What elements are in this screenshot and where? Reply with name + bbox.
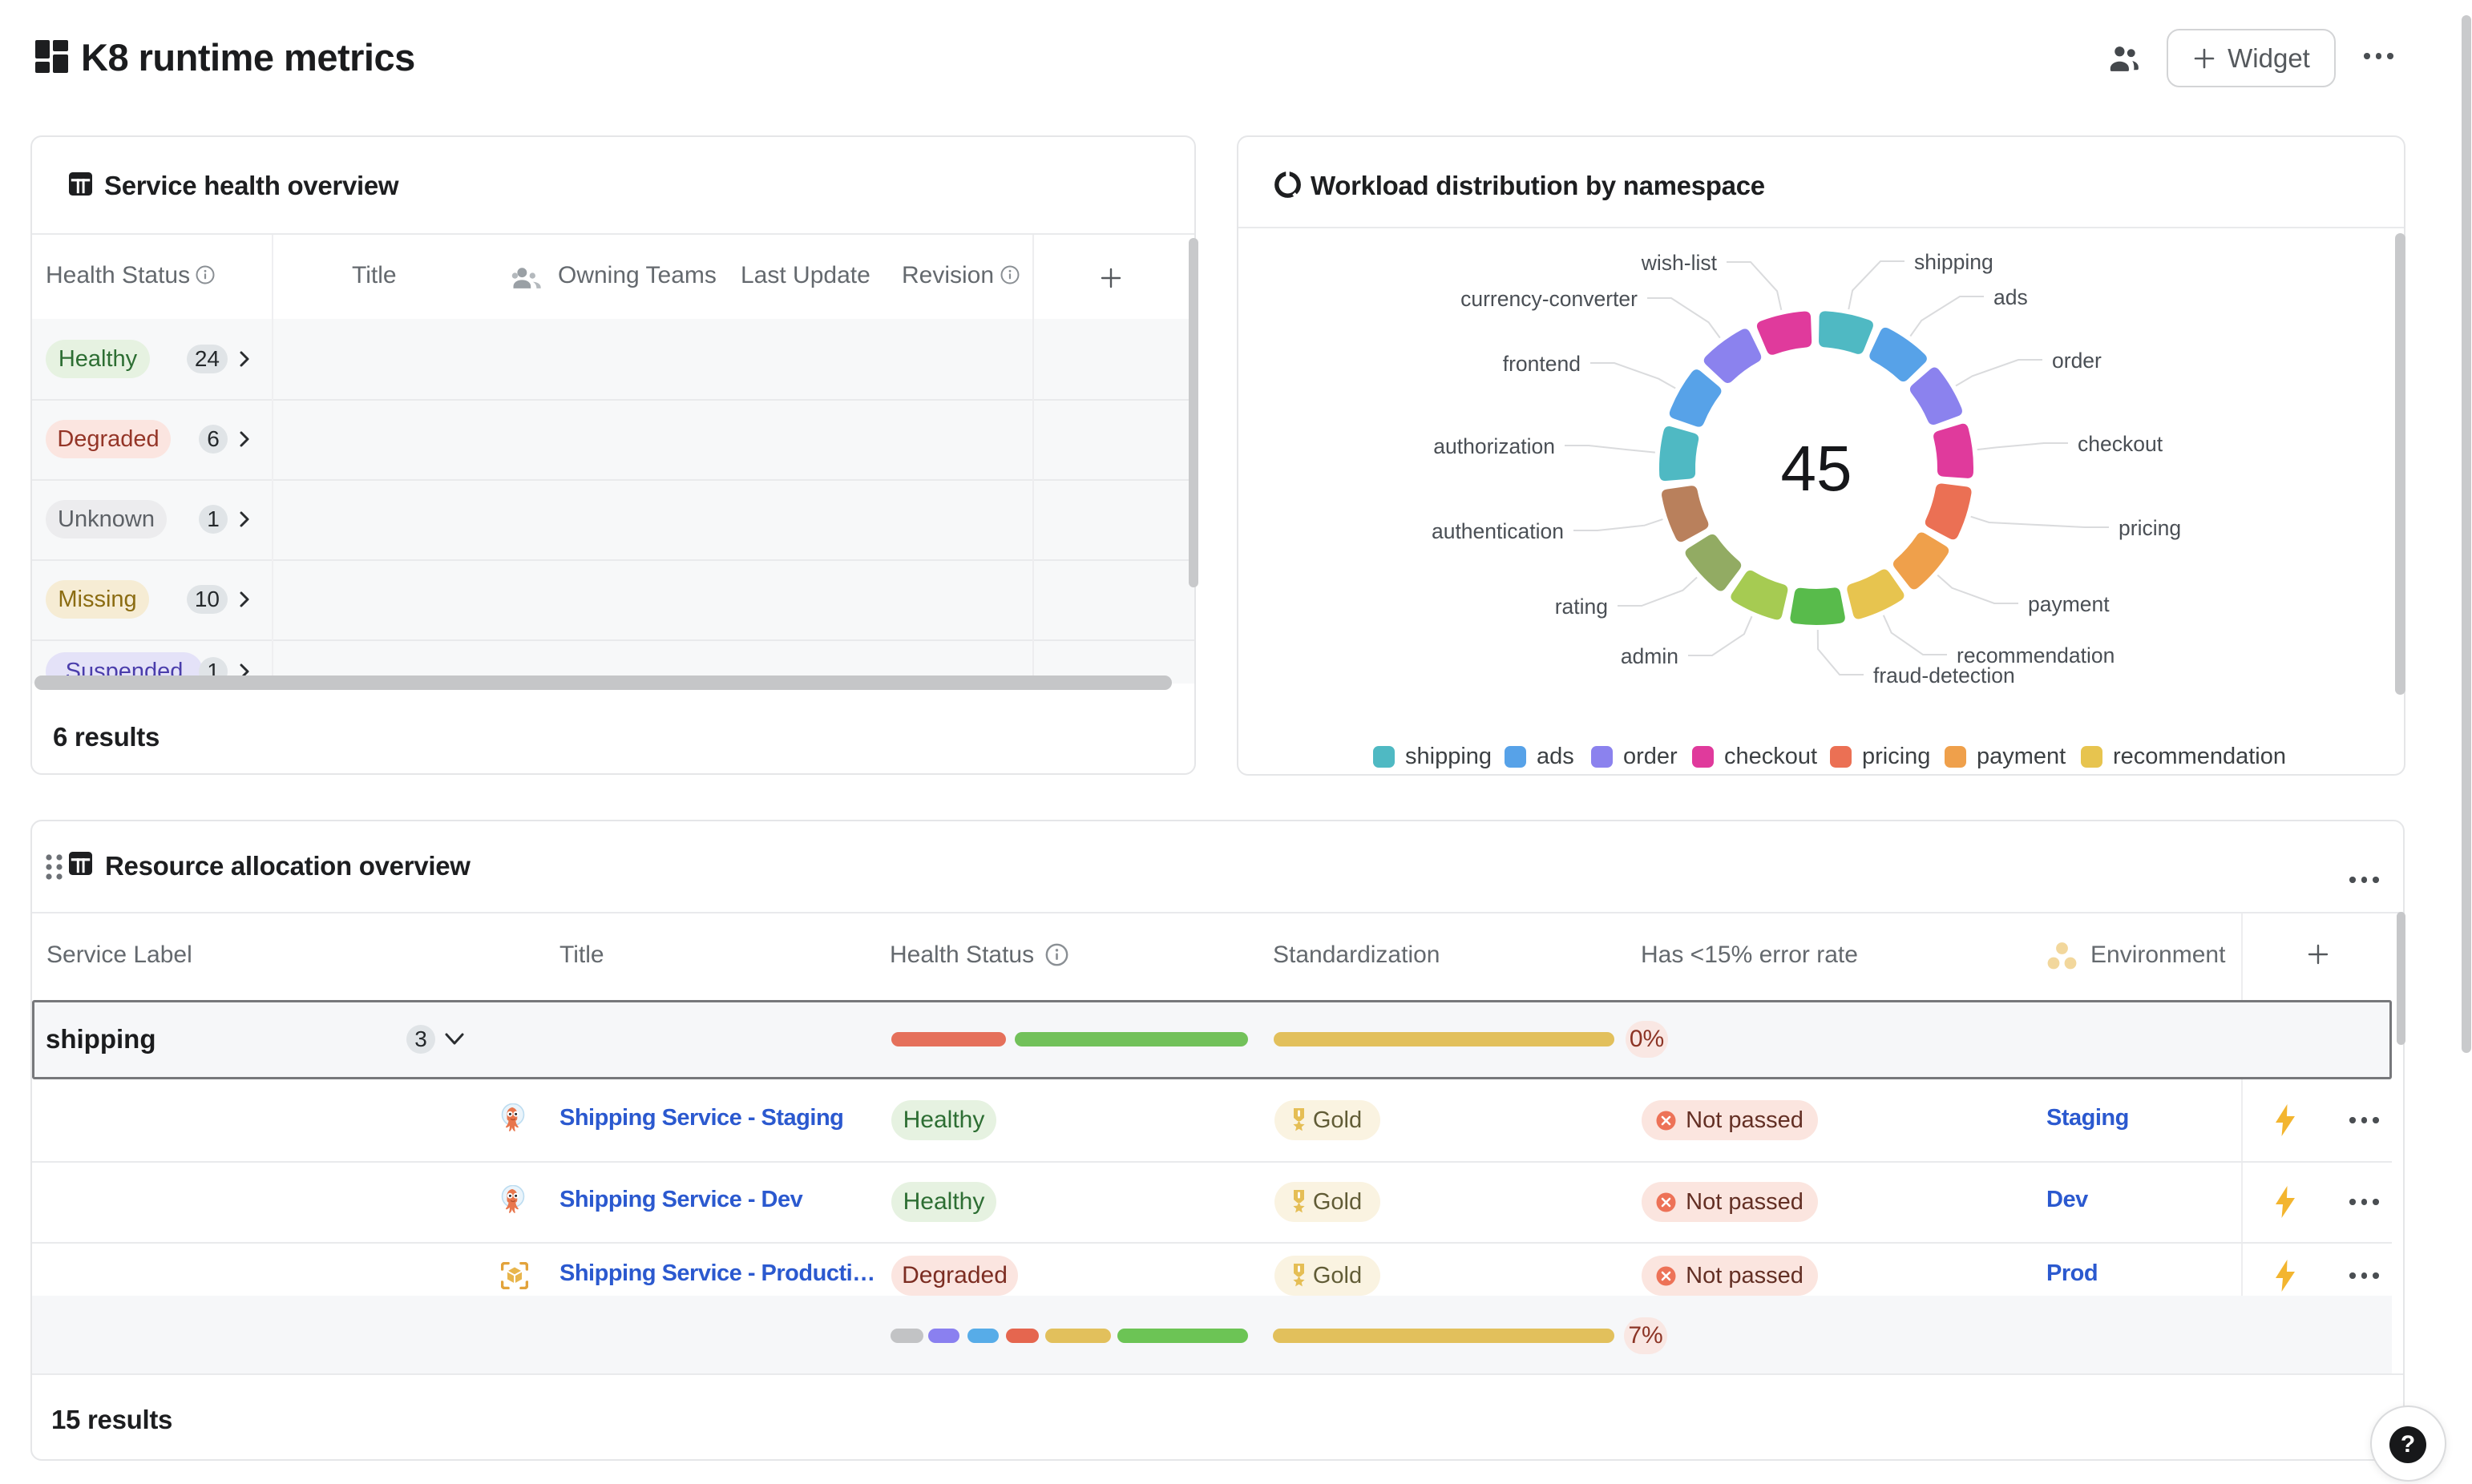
svg-text:recommendation: recommendation [1957,643,2115,667]
svg-text:45: 45 [1781,433,1852,504]
svg-text:order: order [1623,744,1678,769]
svg-text:frontend: frontend [1503,352,1581,376]
svg-text:shipping: shipping [1914,250,1993,274]
svg-text:ads: ads [1537,744,1574,769]
svg-text:wish-list: wish-list [1641,251,1718,275]
svg-text:pricing: pricing [2119,516,2181,540]
svg-text:pricing: pricing [1862,744,1930,769]
svg-text:shipping: shipping [1405,744,1492,769]
svg-text:admin: admin [1621,644,1678,668]
svg-text:order: order [2052,349,2102,373]
svg-text:ads: ads [1993,285,2028,309]
svg-text:currency-converter: currency-converter [1460,287,1638,311]
svg-text:fraud-detection: fraud-detection [1873,663,2015,688]
svg-text:recommendation: recommendation [2113,744,2286,769]
svg-text:rating: rating [1555,595,1608,619]
svg-text:authorization: authorization [1433,434,1555,458]
svg-text:checkout: checkout [1724,744,1817,769]
svg-text:payment: payment [2028,592,2110,616]
svg-text:authentication: authentication [1432,519,1564,543]
svg-text:checkout: checkout [2078,432,2163,456]
svg-text:payment: payment [1977,744,2066,769]
